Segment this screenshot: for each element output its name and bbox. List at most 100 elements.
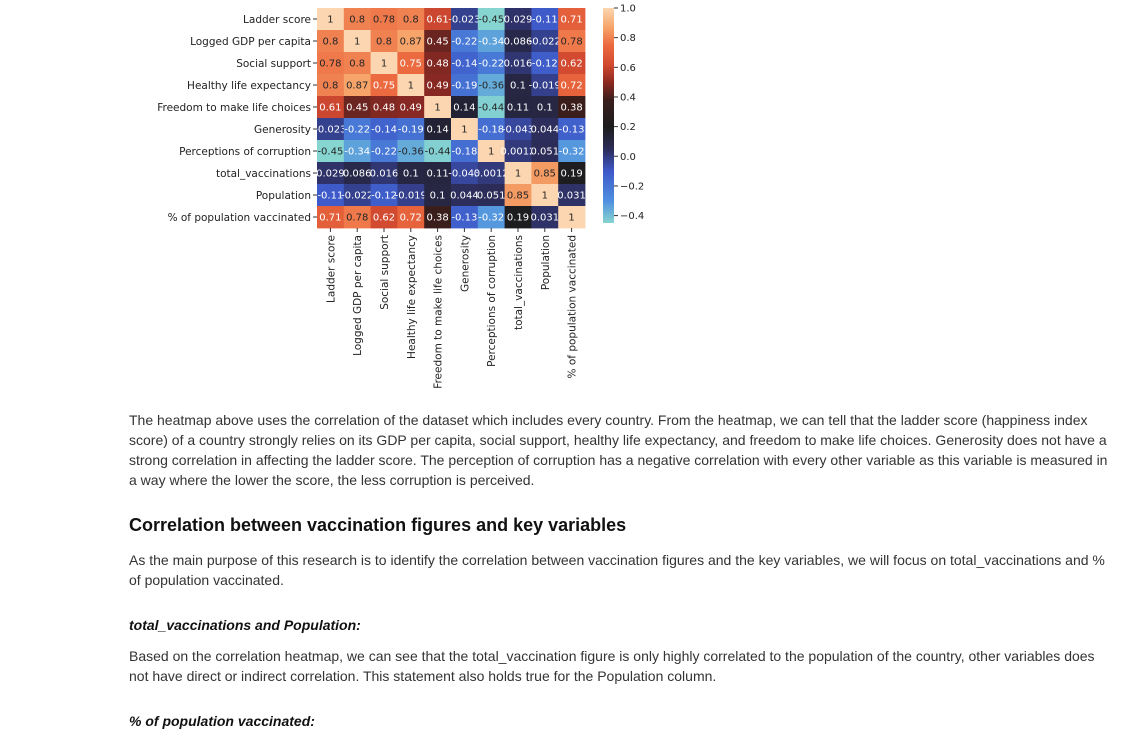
heatmap-cell — [531, 74, 559, 97]
heatmap-cell — [370, 184, 398, 207]
subsection-heading-pct-vaccinated: % of population vaccinated: — [129, 713, 315, 729]
heatmap-cell — [343, 184, 371, 207]
correlation-heatmap: 1 0.8 0.78 0.8 0.61 -0.023-0.45 0.029 -0.11 0.71… — [157, 4, 644, 389]
column-label-freedom-to-make-life-choices: Freedom to make life choices — [433, 235, 445, 389]
heatmap-cell-label: 0.044 — [450, 191, 479, 202]
heatmap-cell — [451, 30, 479, 53]
heatmap-cell-label: 1 — [327, 15, 333, 26]
heatmap-cell-label: 0.62 — [560, 59, 582, 70]
heatmap-cell — [504, 8, 532, 31]
heatmap-cell-label: 0.14 — [453, 103, 475, 114]
heatmap-cell-label: 0.48 — [373, 103, 395, 114]
row-label-population: Population — [256, 190, 311, 202]
heatmap-cell-label: 0.11 — [426, 169, 448, 180]
heatmap-cell — [451, 184, 479, 207]
heatmap-cell — [451, 74, 479, 97]
heatmap-cell-label: 0.71 — [560, 15, 582, 26]
heatmap-row-labels: Ladder score Logged GDP per capita Social … — [157, 14, 317, 224]
heatmap-cell-label: -0.18 — [451, 147, 477, 158]
heatmap-cell-label: 0.45 — [426, 37, 448, 48]
heatmap-cell-label: -0.11 — [532, 15, 558, 26]
heatmap-cell-label: 1 — [354, 37, 360, 48]
heatmap-cell — [477, 206, 505, 229]
heatmap-cell — [531, 184, 559, 207]
heatmap-cell-label: -0.36 — [478, 81, 504, 92]
heatmap-cell — [558, 140, 586, 163]
column-label-population: Population — [540, 235, 552, 290]
heatmap-cell — [317, 184, 345, 207]
heatmap-cell — [343, 162, 371, 185]
heatmap-cell — [397, 118, 425, 141]
heatmap-cell — [504, 206, 532, 229]
heatmap-cell — [558, 52, 586, 75]
heatmap-cell-label: -0.043 — [502, 125, 534, 136]
row-label-total-vaccinations: total_vaccinations — [216, 168, 311, 180]
heatmap-cell-label: 0.14 — [426, 125, 448, 136]
heatmap-cell — [397, 184, 425, 207]
heatmap-cell — [370, 162, 398, 185]
heatmap-cell — [531, 162, 559, 185]
heatmap-cell — [317, 52, 345, 75]
column-label-total-vaccinations: total_vaccinations — [513, 235, 525, 330]
heatmap-cell — [424, 96, 452, 119]
column-label-healthy-life-expectancy: Healthy life expectancy — [406, 235, 418, 359]
heatmap-cell-label: 0.61 — [319, 103, 341, 114]
heatmap-cell — [531, 8, 559, 31]
section-paragraph: As the main purpose of this research is … — [129, 552, 1105, 588]
heatmap-cell — [531, 52, 559, 75]
heatmap-cell-label: -0.18 — [478, 125, 504, 136]
heatmap-cell — [343, 206, 371, 229]
heatmap-cell-label: 1 — [568, 213, 574, 224]
heatmap-cell — [504, 30, 532, 53]
column-label-social-support: Social support — [379, 235, 391, 310]
heatmap-cell — [477, 140, 505, 163]
heatmap-cell — [424, 184, 452, 207]
heatmap-cell — [531, 140, 559, 163]
heatmap-cell-label: 0.78 — [560, 37, 582, 48]
heatmap-cell — [397, 206, 425, 229]
heatmap-cell-label: 0.8 — [322, 81, 338, 92]
heatmap-cell — [504, 162, 532, 185]
row-label-pct-of-population-vaccinated: % of population vaccinated — [168, 212, 311, 224]
heatmap-cell — [504, 52, 532, 75]
heatmap-cell — [424, 140, 452, 163]
heatmap-cell — [558, 96, 586, 119]
heatmap-cell — [370, 206, 398, 229]
heatmap-cell-label: 0.75 — [400, 59, 422, 70]
heatmap-cell — [317, 140, 345, 163]
heatmap-cell-label: 0.8 — [349, 59, 365, 70]
heatmap-cell-label: 0.031 — [530, 213, 559, 224]
heatmap-cell-label: 0.0012 — [474, 169, 509, 180]
heatmap-cell — [451, 96, 479, 119]
heatmap-cell-label: -0.44 — [425, 147, 451, 158]
heatmap-cell-label: 0.031 — [557, 191, 586, 202]
heatmap-cell-label: 0.78 — [373, 15, 395, 26]
heatmap-cell — [477, 184, 505, 207]
column-label-pct-of-population-vaccinated: % of population vaccinated — [567, 235, 579, 378]
heatmap-cell — [451, 162, 479, 185]
heatmap-cell — [531, 96, 559, 119]
heatmap-cell-label: -0.45 — [317, 147, 343, 158]
heatmap-cell-label: -0.22 — [451, 37, 477, 48]
heatmap-cell-label: -0.32 — [478, 213, 504, 224]
heatmap-cell-label: 0.87 — [346, 81, 368, 92]
heatmap-cell-label: 0.85 — [534, 169, 556, 180]
heatmap-cell — [397, 140, 425, 163]
heatmap-cell-label: 0.1 — [430, 191, 446, 202]
heatmap-cell-label: 0.75 — [373, 81, 395, 92]
heatmap-cell-label: 0.8 — [322, 37, 338, 48]
heatmap-cell — [477, 96, 505, 119]
row-label-logged-gdp-per-capita: Logged GDP per capita — [190, 36, 311, 48]
heatmap-cell — [424, 74, 452, 97]
heatmap-cell — [424, 30, 452, 53]
heatmap-cell — [343, 140, 371, 163]
heatmap-cell — [531, 118, 559, 141]
heatmap-cell-label: -0.13 — [559, 125, 585, 136]
colorbar-tick-label: 0.0 — [620, 152, 636, 163]
heatmap-cell — [370, 52, 398, 75]
colorbar-tick-label: −0.2 — [620, 181, 644, 192]
heatmap-cell-label: 0.61 — [426, 15, 448, 26]
heatmap-cell-label: -0.023 — [448, 15, 480, 26]
heatmap-cell-label: 0.87 — [400, 37, 422, 48]
heatmap-cell — [558, 162, 586, 185]
